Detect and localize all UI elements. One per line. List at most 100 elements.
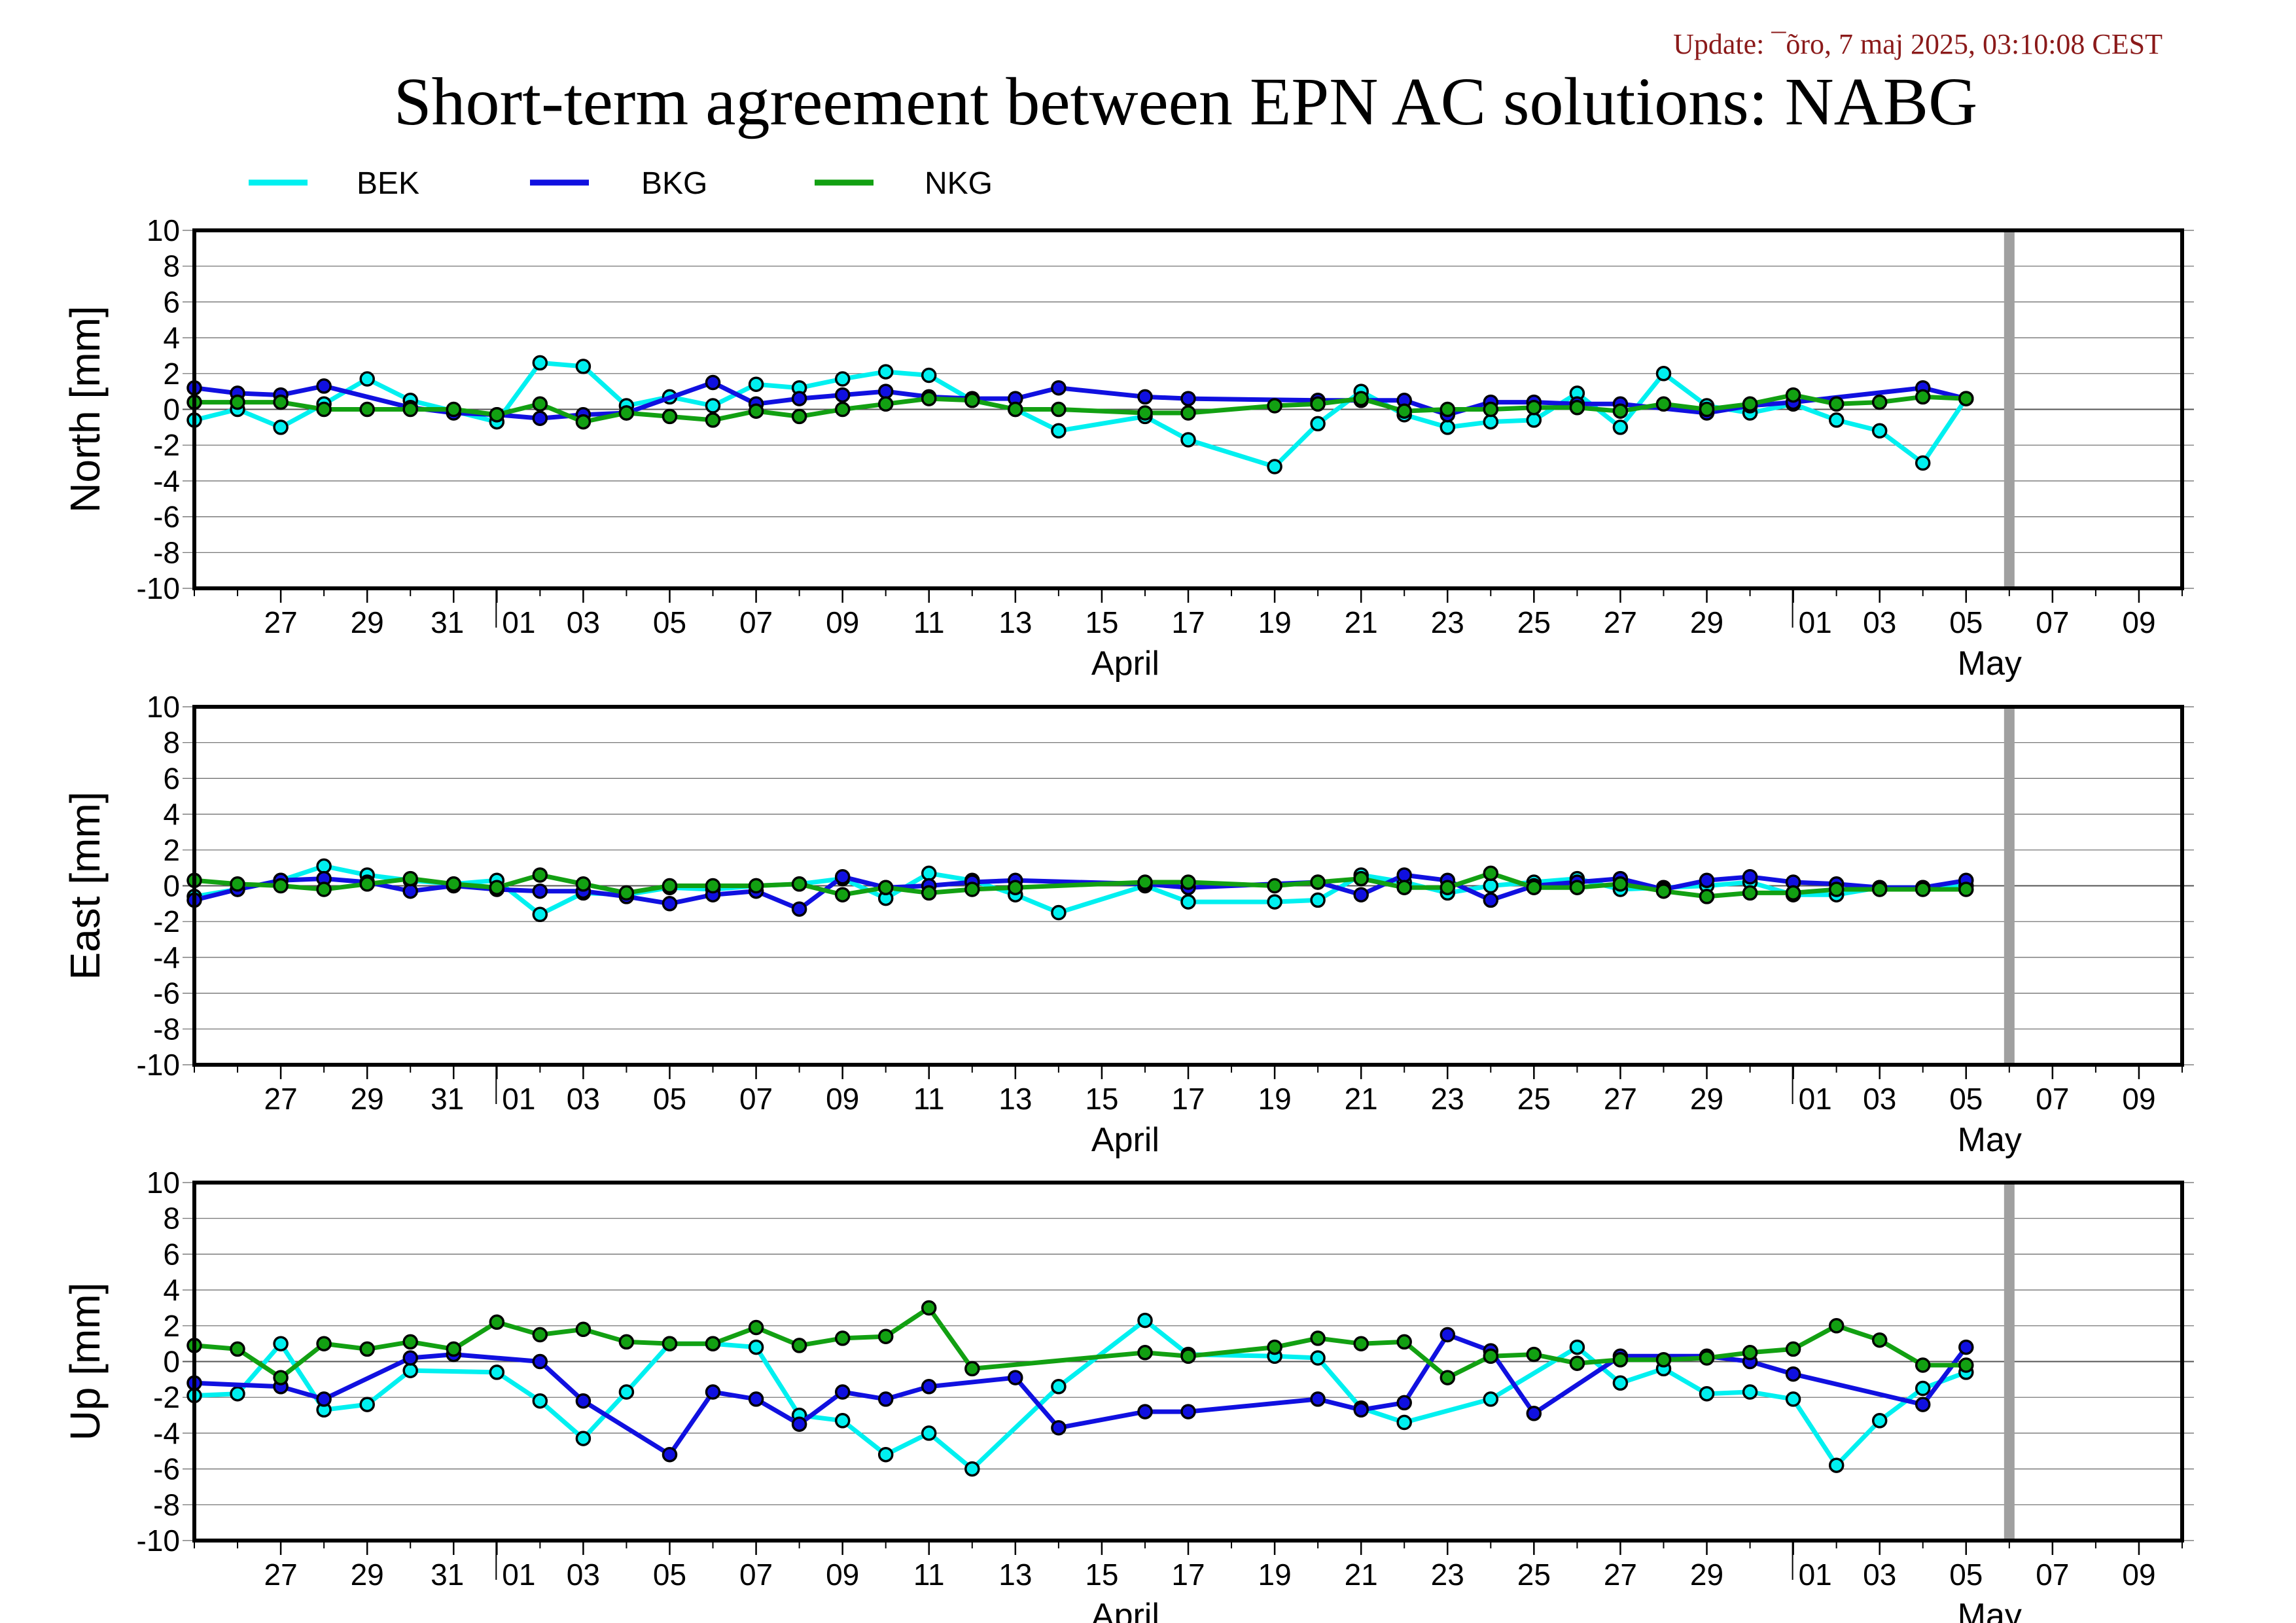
x-tick-label: 23 [1431,1558,1464,1592]
data-point [316,1336,332,1351]
x-tick-label: 03 [1863,1082,1896,1116]
data-point [1655,883,1672,899]
legend-item-nkg: NKG [815,166,993,201]
data-point [575,414,592,430]
series-line-bkg [194,1332,1968,1457]
data-point [532,1327,548,1343]
x-tick-label: 01 [1799,1558,1832,1592]
data-point [791,1338,807,1353]
x-tick-label: 27 [1604,605,1637,639]
x-tick-label: 29 [351,1558,384,1592]
data-point [1699,889,1715,904]
data-point [1439,1327,1456,1343]
x-tick-label: 07 [2036,1558,2069,1592]
data-point [921,1300,937,1316]
data-point [575,359,592,374]
x-tick-label: 15 [1085,1558,1118,1592]
data-point [316,882,332,897]
y-tick-label: 10 [147,213,180,247]
x-tick-label: 05 [1949,1558,1983,1592]
y-tick-label: 4 [163,321,180,355]
data-point [1526,400,1542,416]
legend-item-bkg: BKG [530,166,707,201]
series-nkg [186,865,1974,904]
data-point [1526,1406,1542,1421]
data-point [1180,874,1196,890]
y-tick-label: 6 [163,285,180,319]
data-point [1526,412,1542,428]
plot-frame [192,228,2184,590]
x-tick-label: 05 [653,1082,686,1116]
data-point [1915,1357,1931,1373]
x-tick-label: 27 [264,605,298,639]
data-point [921,1379,937,1395]
x-tick-label: 31 [431,605,464,639]
data-point [1267,398,1282,414]
data-point [1310,1391,1326,1407]
data-point [921,391,937,406]
month-label: May [1958,1597,2022,1623]
data-point [359,371,375,387]
data-point [1569,880,1585,895]
y-tick-label: -8 [153,1012,180,1046]
data-point [1699,401,1715,418]
data-point [834,387,851,403]
y-tick-label: 6 [163,761,180,795]
data-point [834,371,851,387]
data-point [359,1397,375,1412]
x-tick-label: 21 [1345,1082,1378,1116]
data-point [489,406,505,423]
data-point [1353,887,1369,902]
data-point [273,419,289,435]
data-point [834,887,851,902]
data-point [1008,880,1023,895]
legend-label-nkg: NKG [925,166,993,201]
y-tick-label: 8 [163,249,180,283]
x-tick-label: 29 [1690,1082,1723,1116]
data-point [1699,1350,1715,1366]
y-tick-label: 0 [163,869,180,903]
y-tick-label: 4 [163,1273,180,1307]
y-tick-label: -10 [137,571,180,605]
y-tick-label: -10 [137,1524,180,1558]
data-point [1742,1384,1758,1400]
data-point [1180,391,1196,406]
legend-label-bek: BEK [357,166,419,201]
data-point [1483,878,1499,894]
data-point [1267,459,1282,474]
data-point [1742,1345,1758,1361]
data-point [1612,419,1629,435]
data-point [1310,1330,1326,1346]
data-point [921,865,937,882]
x-tick-label: 29 [351,1082,384,1116]
data-point [1310,892,1326,908]
data-point [1396,867,1412,883]
data-point [273,1336,289,1351]
data-point [1267,878,1282,894]
x-tick-label: 23 [1431,605,1464,639]
x-tick-label: 25 [1517,1558,1551,1592]
y-tick-label: -6 [153,976,180,1010]
data-point [1137,1345,1153,1361]
x-tick-label: 07 [739,605,773,639]
data-point [1915,1380,1931,1397]
series-nkg [186,387,1974,430]
x-tick-label: 27 [1604,1082,1637,1116]
data-point [1483,865,1499,882]
plot-frame [192,1181,2184,1543]
data-point [1310,396,1326,412]
data-point [1958,391,1974,406]
data-point [705,1384,721,1400]
legend: BEK BKG NKG [249,166,993,201]
data-point [1180,1348,1196,1364]
data-point [1267,1339,1282,1355]
data-point [1180,405,1196,421]
data-point [1180,1404,1196,1419]
data-point [834,1330,851,1346]
data-point [662,1446,678,1463]
data-point [662,1336,678,1351]
data-point [791,901,807,917]
data-point [1137,405,1153,421]
data-point [662,878,678,894]
